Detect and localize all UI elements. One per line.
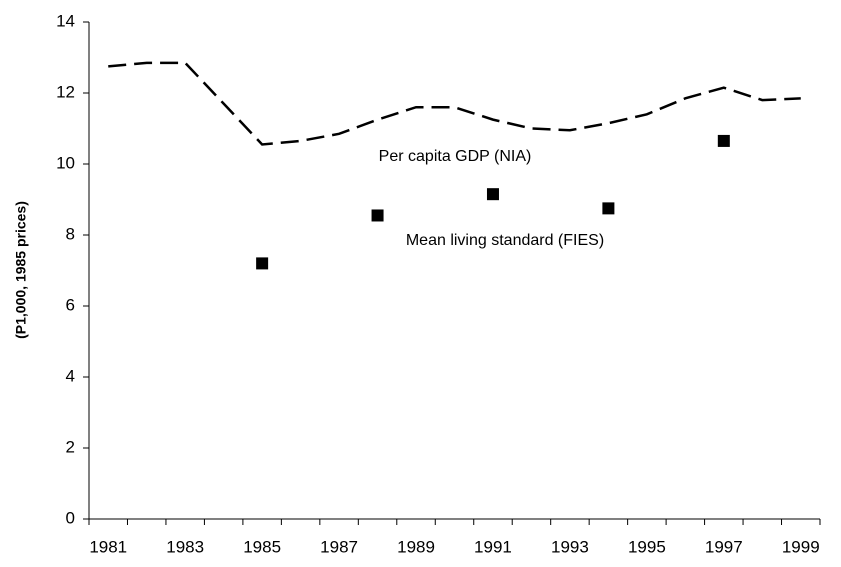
y-axis-label: (P1,000, 1985 prices) <box>13 201 29 339</box>
series-line <box>108 61 801 146</box>
y-tick-label: 6 <box>66 295 75 314</box>
y-tick-label: 4 <box>66 366 75 385</box>
y-tick-label: 8 <box>66 224 75 243</box>
x-tick-label: 1985 <box>243 537 281 556</box>
x-tick-label: 1991 <box>474 537 512 556</box>
x-tick-label: 1989 <box>397 537 435 556</box>
data-point <box>486 188 499 201</box>
data-point <box>602 202 615 215</box>
x-tick-label: 1981 <box>89 537 127 556</box>
y-tick-label: 12 <box>56 82 75 101</box>
series-annotation: Mean living standard (FIES) <box>406 232 604 249</box>
x-tick-label: 1997 <box>705 537 743 556</box>
series-annotation: Per capita GDP (NIA) <box>379 148 532 165</box>
x-tick-label: 1993 <box>551 537 589 556</box>
x-tick-label: 1995 <box>628 537 666 556</box>
x-tick-label: 1987 <box>320 537 358 556</box>
x-tick-label: 1999 <box>782 537 820 556</box>
x-tick-label: 1983 <box>166 537 204 556</box>
y-tick-label: 10 <box>56 153 75 172</box>
data-point <box>256 257 269 270</box>
data-point <box>717 134 730 147</box>
y-tick-label: 0 <box>66 508 75 527</box>
y-tick-label: 2 <box>66 437 75 456</box>
data-point <box>371 209 384 222</box>
y-tick-label: 14 <box>56 11 75 30</box>
